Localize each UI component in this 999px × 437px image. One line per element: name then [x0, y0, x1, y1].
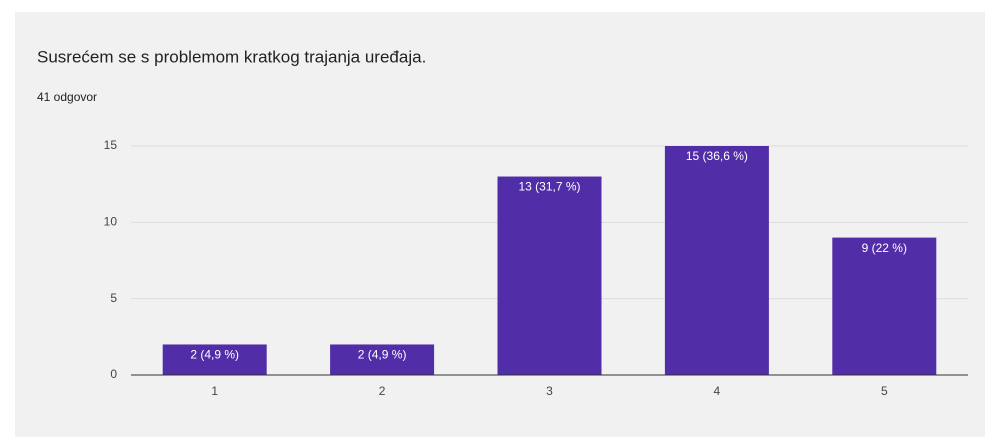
data-label: 2 (4,9 %) [358, 348, 407, 362]
data-label: 15 (36,6 %) [686, 149, 748, 163]
x-tick-label: 1 [211, 384, 218, 398]
x-tick-label: 2 [379, 384, 386, 398]
y-tick-label: 10 [104, 215, 118, 229]
bar [497, 176, 602, 375]
data-label: 9 (22 %) [862, 241, 907, 255]
data-label: 13 (31,7 %) [518, 180, 580, 194]
y-tick-label: 15 [104, 138, 118, 152]
bar [162, 344, 267, 375]
chart-subtitle: 41 odgovor [37, 90, 97, 104]
y-tick-label: 0 [110, 367, 117, 381]
x-tick-label: 3 [546, 384, 553, 398]
bar [330, 344, 435, 375]
y-tick-label: 5 [110, 291, 117, 305]
x-tick-label: 5 [881, 384, 888, 398]
data-label: 2 (4,9 %) [190, 348, 239, 362]
x-tick-label: 4 [714, 384, 721, 398]
bar [664, 146, 769, 375]
bar [832, 237, 937, 375]
chart-title: Susrećem se s problemom kratkog trajanja… [37, 47, 426, 66]
